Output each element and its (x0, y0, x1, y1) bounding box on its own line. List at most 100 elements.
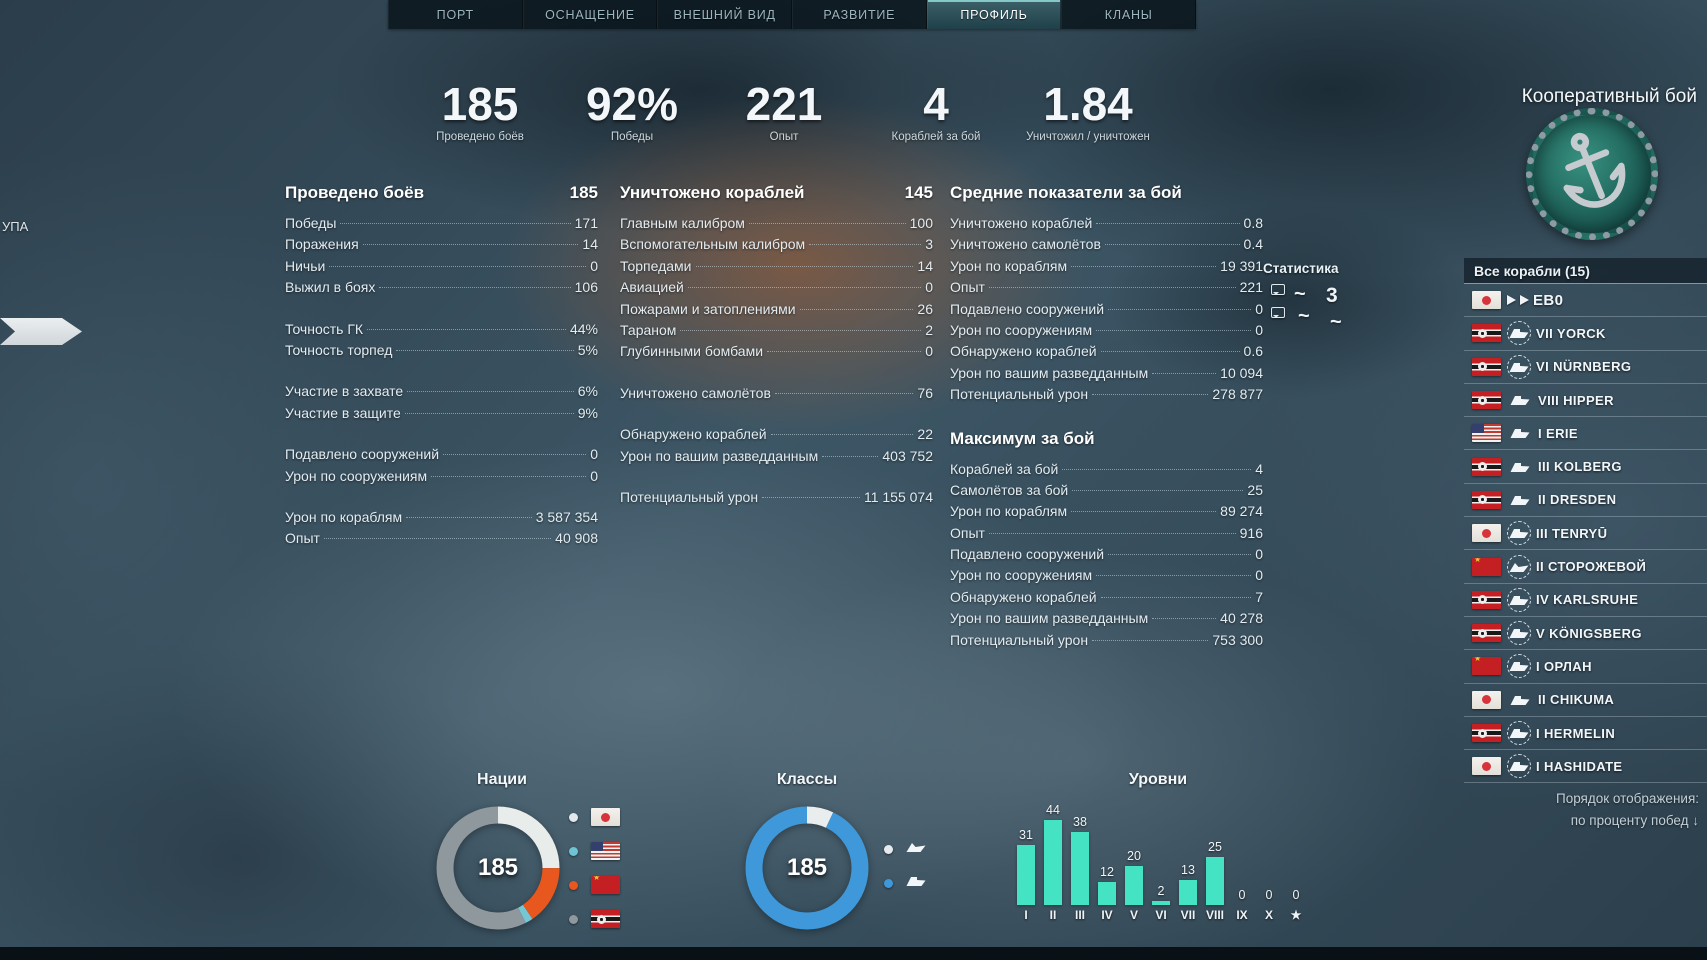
stat-row: Уничтожено самолётов 0.4 (950, 236, 1263, 257)
ship-name: V KÖNIGSBERG (1536, 625, 1642, 641)
stat-row: Урон по сооружениям 0 (950, 322, 1263, 343)
tab-профиль[interactable]: ПРОФИЛЬ (926, 0, 1062, 29)
stat-label: Поражения (285, 236, 359, 253)
tab-внешний вид[interactable]: ВНЕШНИЙ ВИД (657, 0, 793, 29)
cruiser-class-icon-elite (1507, 354, 1531, 379)
section-header-label: Проведено боёв (285, 183, 425, 202)
stat-group: Точность ГК 44% Точность торпед 5% (285, 321, 598, 364)
left-panel-arrow[interactable] (0, 318, 82, 345)
stat-value: 0 (1255, 546, 1263, 563)
ship-row[interactable]: VIII HIPPER (1464, 384, 1707, 418)
stat-row: Уничтожено кораблей 0.8 (950, 215, 1263, 236)
tab-порт[interactable]: ПОРТ (388, 0, 523, 29)
cruiser-class-icon-elite (1507, 521, 1531, 546)
cruiser-class-icon (1507, 688, 1533, 712)
stat-value: 5% (577, 341, 598, 358)
dotted-leader (1092, 394, 1209, 396)
section-header-value: 185 (569, 183, 598, 202)
ship-row[interactable]: II CHIKUMA (1464, 684, 1707, 717)
japan-flag-icon (591, 808, 620, 826)
stat-label: Урон по вашим разведданным (950, 610, 1149, 627)
column-battles: Проведено боёв 185 Победы 171 Поражения 14 Нич… (285, 183, 598, 572)
ship-row[interactable]: I ERIE (1464, 417, 1707, 451)
stat-value: 14 (582, 236, 598, 253)
sort-order-value[interactable]: по проценту побед ↓ (1570, 813, 1699, 828)
ship-row[interactable]: I ОРЛАН (1464, 650, 1707, 684)
dotted-leader (404, 412, 574, 414)
stat-label: Обнаружено кораблей (620, 426, 767, 443)
nations-legend-item (569, 868, 620, 902)
dotted-leader (1092, 639, 1209, 641)
stat-row: Урон по сооружениям 0 (285, 468, 598, 489)
ship-row[interactable]: I HERMELIN (1464, 717, 1707, 751)
summary-stat-value: 185 (441, 78, 519, 130)
ship-name: II СТОРОЖЕВОЙ (1536, 559, 1647, 575)
stat-label: Потенциальный урон (950, 631, 1089, 648)
cruiser-class-icon-elite (1507, 621, 1531, 646)
ship-name: II DRESDEN (1538, 492, 1617, 508)
stat-group: Подавлено сооружений 0 Урон по сооружениям… (285, 446, 598, 489)
ship-row[interactable]: ЕВ0 (1464, 284, 1707, 318)
ship-row[interactable]: VI NÜRNBERG (1464, 351, 1707, 384)
germany-flag-icon (1472, 457, 1501, 476)
cruiser-class-icon (1507, 488, 1533, 512)
stat-row: Урон по вашим разведданным 403 752 (620, 448, 933, 469)
tier-bar (1098, 882, 1116, 905)
nations-donut-chart: 185 (436, 806, 560, 930)
ship-name: I ERIE (1538, 425, 1578, 441)
tab-развитие[interactable]: РАЗВИТИЕ (792, 0, 927, 29)
stat-value: 40 278 (1220, 610, 1263, 627)
sort-order-control[interactable]: Порядок отображения: по проценту побед ↓ (1556, 788, 1699, 832)
summary-stat-label: Опыт (769, 131, 799, 144)
ship-row[interactable]: III TENRYŪ (1464, 517, 1707, 551)
cruiser-class-icon (906, 874, 926, 892)
stat-label: Пожарами и затоплениями (620, 300, 796, 317)
nations-legend-item (569, 834, 620, 868)
dotted-leader (367, 328, 566, 330)
stat-label: Точность торпед (285, 341, 393, 358)
stat-row: Урон по вашим разведданным 10 094 (950, 365, 1263, 386)
stat-value: 14 (917, 257, 933, 274)
ship-row[interactable]: III KOLBERG (1464, 450, 1707, 484)
stat-label: Обнаружено кораблей (950, 343, 1097, 360)
ship-filter-dropdown[interactable]: Все корабли (15) (1464, 258, 1707, 284)
tier-bar (1017, 845, 1035, 905)
usa-flag-icon (1472, 424, 1501, 443)
ship-row[interactable]: II СТОРОЖЕВОЙ (1464, 550, 1707, 584)
stat-label: Уничтожено кораблей (950, 215, 1093, 231)
ship-row[interactable]: V KÖNIGSBERG (1464, 617, 1707, 651)
ussr-flag-icon (1472, 657, 1501, 676)
section-header: Уничтожено кораблей 145 (620, 183, 933, 203)
stat-label: Главным калибром (620, 215, 745, 231)
tier-bar (1044, 820, 1062, 905)
ship-row[interactable]: I HASHIDATE (1464, 750, 1707, 784)
tier-axis-label: VIII (1205, 908, 1224, 922)
nations-legend-item (569, 902, 620, 936)
coop-battle-emblem (1526, 108, 1658, 240)
stat-value: 11 155 074 (863, 488, 933, 505)
tier-bar-value: 0 (1292, 888, 1300, 902)
battle-type-title: Кооперативный бой (1521, 86, 1697, 107)
tier-axis-label: IV (1101, 908, 1113, 922)
stat-row: Опыт 221 (950, 279, 1263, 300)
dotted-leader (323, 538, 552, 540)
tiers-chart-title: Уровни (1128, 771, 1188, 788)
ship-name: I ОРЛАН (1536, 658, 1592, 674)
tab-оснащение[interactable]: ОСНАЩЕНИЕ (522, 0, 658, 29)
stat-group: Урон по кораблям 3 587 354 Опыт 40 908 (285, 509, 598, 552)
tab-кланы[interactable]: КЛАНЫ (1061, 0, 1197, 29)
ship-row[interactable]: II DRESDEN (1464, 484, 1707, 518)
stat-value: 0 (590, 467, 598, 484)
stat-value: 7 (1255, 588, 1263, 605)
sort-order-label: Порядок отображения: (1555, 791, 1699, 806)
stat-value: 0.4 (1243, 236, 1263, 253)
stat-group: Победы 171 Поражения 14 Ничьи 0 Выжил в боях 10… (285, 215, 598, 301)
summary-stat-label: Уничтожил / уничтожен (1026, 131, 1150, 144)
dotted-leader (443, 454, 587, 456)
left-edge-partial-text: УПА (2, 219, 29, 234)
dotted-leader (809, 244, 922, 246)
stat-label: Авиацией (620, 279, 684, 296)
section-header: Максимум за бой (950, 429, 1263, 449)
ship-row[interactable]: VII YORCK (1464, 317, 1707, 351)
ship-row[interactable]: IV KARLSRUHE (1464, 584, 1707, 617)
